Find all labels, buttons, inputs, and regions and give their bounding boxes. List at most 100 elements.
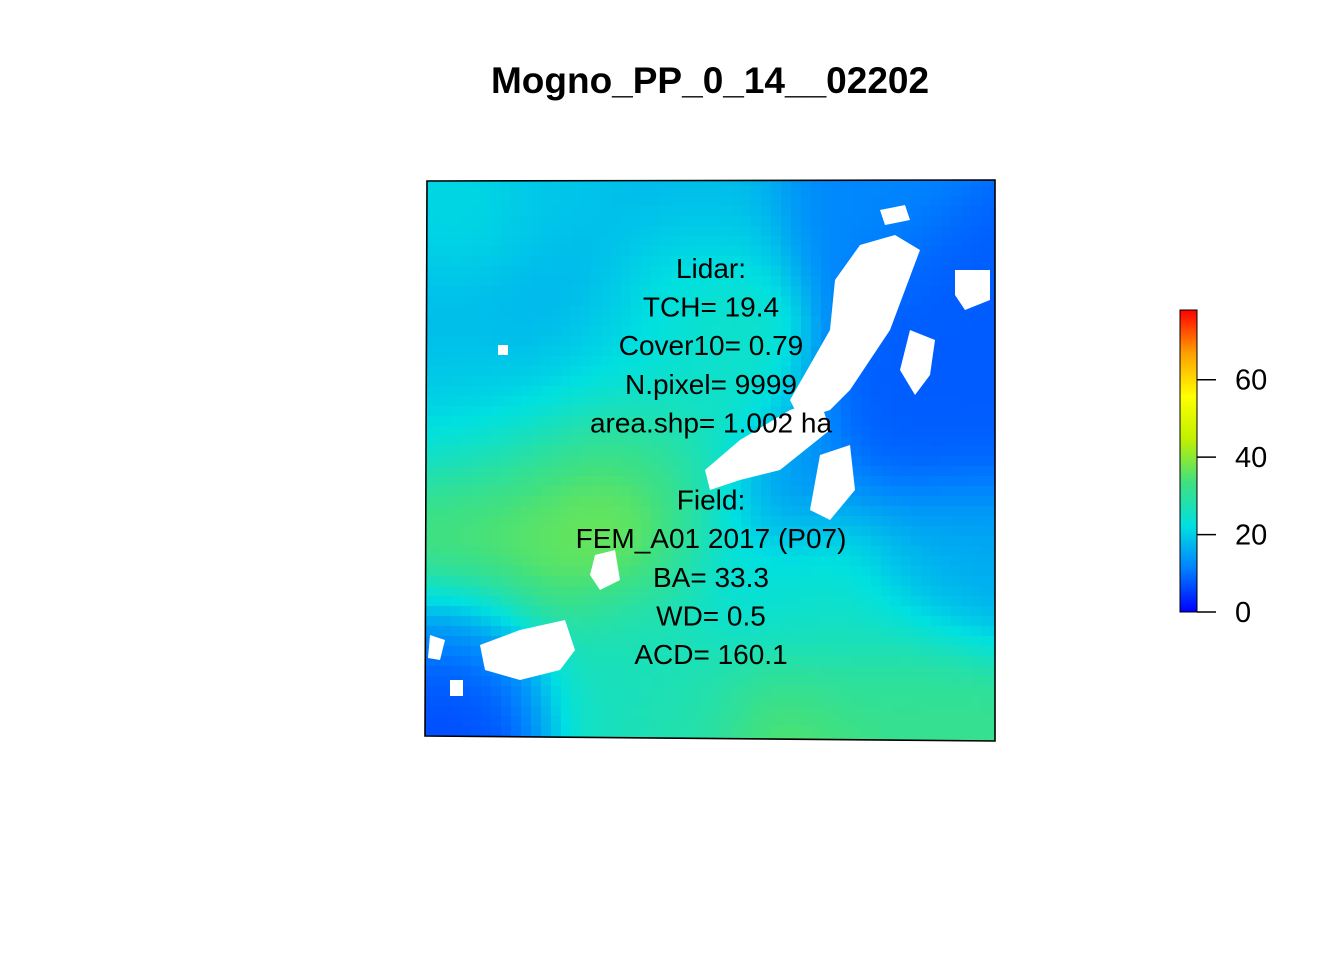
raster-cell bbox=[721, 506, 732, 517]
raster-cell bbox=[691, 586, 702, 597]
raster-cell bbox=[425, 526, 432, 537]
raster-cell bbox=[731, 616, 742, 627]
raster-cell bbox=[671, 216, 682, 227]
raster-cell bbox=[911, 526, 922, 537]
raster-cell bbox=[931, 716, 942, 727]
raster-cell bbox=[951, 186, 962, 197]
raster-cell bbox=[601, 186, 612, 197]
raster-cell bbox=[721, 526, 732, 537]
raster-cell bbox=[471, 406, 482, 417]
raster-cell bbox=[981, 576, 992, 587]
raster-cell bbox=[801, 236, 812, 247]
raster-cell bbox=[871, 636, 882, 647]
raster-cell bbox=[471, 656, 482, 667]
raster-cell bbox=[561, 466, 572, 477]
raster-cell bbox=[631, 326, 642, 337]
raster-cell bbox=[801, 566, 812, 577]
raster-cell bbox=[951, 636, 962, 647]
raster-cell bbox=[661, 706, 672, 717]
raster-cell bbox=[671, 206, 682, 217]
raster-cell bbox=[731, 296, 742, 307]
raster-cell bbox=[451, 646, 462, 657]
raster-cell bbox=[661, 246, 672, 257]
raster-cell bbox=[821, 526, 832, 537]
raster-cell bbox=[601, 626, 612, 637]
raster-cell bbox=[701, 296, 712, 307]
raster-cell bbox=[931, 646, 942, 657]
raster-cell bbox=[971, 366, 982, 377]
raster-cell bbox=[471, 326, 482, 337]
raster-cell bbox=[911, 416, 922, 427]
raster-cell bbox=[961, 646, 972, 657]
raster-cell bbox=[571, 276, 582, 287]
raster-cell bbox=[811, 656, 822, 667]
raster-cell bbox=[731, 180, 742, 187]
raster-cell bbox=[531, 506, 542, 517]
raster-cell bbox=[511, 406, 522, 417]
raster-cell bbox=[921, 546, 932, 557]
raster-cell bbox=[425, 446, 432, 457]
raster-cell bbox=[441, 256, 452, 267]
raster-cell bbox=[661, 416, 672, 427]
raster-cell bbox=[761, 206, 772, 217]
raster-cell bbox=[681, 616, 692, 627]
raster-cell bbox=[471, 206, 482, 217]
raster-cell bbox=[551, 476, 562, 487]
raster-cell bbox=[451, 486, 462, 497]
raster-cell bbox=[921, 376, 932, 387]
raster-cell bbox=[851, 516, 862, 527]
raster-cell bbox=[851, 736, 862, 741]
raster-cell bbox=[851, 706, 862, 717]
raster-cell bbox=[711, 356, 722, 367]
raster-cell bbox=[641, 556, 652, 567]
raster-cell bbox=[561, 666, 572, 677]
raster-cell bbox=[591, 246, 602, 257]
raster-cell bbox=[711, 286, 722, 297]
raster-cell bbox=[591, 606, 602, 617]
raster-cell bbox=[891, 696, 902, 707]
raster-cell bbox=[761, 286, 772, 297]
raster-cell bbox=[701, 676, 712, 687]
raster-cell bbox=[431, 196, 442, 207]
raster-cell bbox=[561, 566, 572, 577]
raster-cell bbox=[571, 296, 582, 307]
raster-cell bbox=[821, 276, 832, 287]
raster-cell bbox=[981, 180, 992, 187]
raster-cell bbox=[791, 196, 802, 207]
raster-cell bbox=[901, 686, 912, 697]
raster-cell bbox=[551, 716, 562, 727]
raster-cell bbox=[791, 306, 802, 317]
raster-cell bbox=[641, 456, 652, 467]
raster-cell bbox=[871, 546, 882, 557]
raster-cell bbox=[481, 486, 492, 497]
raster-cell bbox=[581, 686, 592, 697]
raster-cell bbox=[601, 216, 612, 227]
raster-cell bbox=[711, 556, 722, 567]
raster-cell bbox=[531, 586, 542, 597]
raster-cell bbox=[841, 696, 852, 707]
raster-cell bbox=[851, 596, 862, 607]
raster-cell bbox=[761, 216, 772, 227]
raster-cell bbox=[861, 526, 872, 537]
raster-cell bbox=[921, 536, 932, 547]
raster-cell bbox=[601, 606, 612, 617]
raster-cell bbox=[541, 296, 552, 307]
raster-cell bbox=[425, 706, 432, 717]
raster-cell bbox=[741, 726, 752, 737]
raster-cell bbox=[931, 626, 942, 637]
raster-cell bbox=[981, 466, 992, 477]
raster-cell bbox=[751, 676, 762, 687]
raster-cell bbox=[561, 256, 572, 267]
raster-cell bbox=[611, 656, 622, 667]
raster-cell bbox=[971, 726, 982, 737]
raster-cell bbox=[651, 706, 662, 717]
raster-cell bbox=[521, 326, 532, 337]
raster-cell bbox=[711, 566, 722, 577]
raster-cell bbox=[541, 226, 552, 237]
raster-cell bbox=[671, 556, 682, 567]
raster-cell bbox=[461, 416, 472, 427]
raster-cell bbox=[681, 486, 692, 497]
raster-cell bbox=[751, 266, 762, 277]
raster-cell bbox=[961, 486, 972, 497]
raster-cell bbox=[771, 366, 782, 377]
